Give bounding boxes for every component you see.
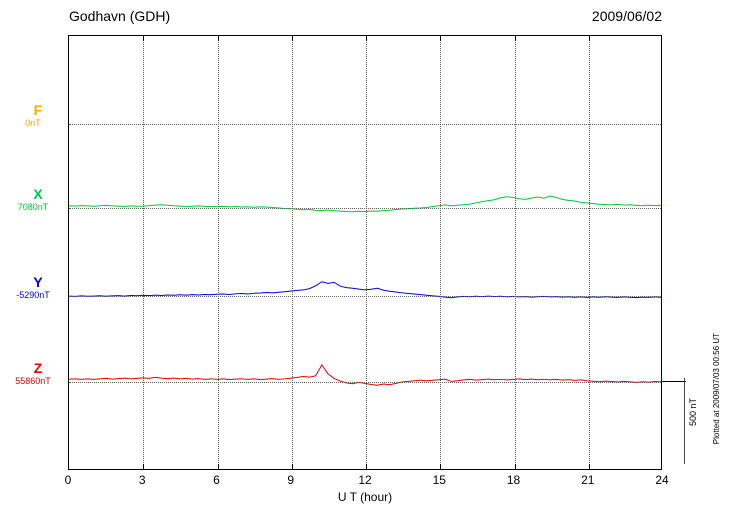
date-label: 2009/06/02 xyxy=(591,8,662,24)
x-tick-label-21: 21 xyxy=(581,473,595,487)
baseline-X xyxy=(69,208,661,209)
bottom-tick-hour-21 xyxy=(588,464,590,469)
gridline-hour-12 xyxy=(366,36,367,469)
x-tick-label-0: 0 xyxy=(64,473,72,487)
baseline-Z xyxy=(69,382,661,383)
station-title: Godhavn (GDH) xyxy=(69,8,171,24)
channel-label-F: F xyxy=(33,102,43,118)
channel-label-Y: Y xyxy=(33,274,43,290)
gridline-hour-9 xyxy=(291,36,293,469)
scale-bar-connector-line xyxy=(662,381,686,382)
top-tick-hour-9 xyxy=(291,36,293,41)
top-tick-hour-18 xyxy=(514,36,516,41)
x-tick-label-12: 12 xyxy=(358,473,372,487)
gridline-hour-3 xyxy=(143,36,145,469)
bottom-tick-hour-9 xyxy=(291,464,293,469)
top-tick-hour-6 xyxy=(217,36,219,41)
baseline-F xyxy=(69,124,661,125)
trace-X xyxy=(69,195,661,213)
top-tick-hour-3 xyxy=(143,36,145,41)
channel-baseline-value-F: 0nT xyxy=(25,118,41,128)
channel-baseline-value-Y: -5290nT xyxy=(16,290,50,300)
gridline-hour-21 xyxy=(588,36,590,469)
bottom-tick-hour-18 xyxy=(514,464,516,469)
channel-label-X: X xyxy=(33,186,43,202)
top-tick-hour-21 xyxy=(588,36,590,41)
scale-bar xyxy=(684,378,685,464)
x-tick-label-15: 15 xyxy=(432,473,446,487)
channel-baseline-value-Z: 55860nT xyxy=(15,376,51,386)
x-tick-label-18: 18 xyxy=(506,473,521,487)
scale-bar-label: 500 nT xyxy=(688,398,698,427)
top-tick-hour-12 xyxy=(366,36,367,41)
plotted-at-note: Plotted at 2009/07/03 00:56 UT xyxy=(712,333,721,445)
bottom-tick-hour-3 xyxy=(143,464,145,469)
channel-label-Z: Z xyxy=(33,360,43,376)
x-tick-label-6: 6 xyxy=(213,473,220,487)
trace-lines xyxy=(69,195,661,386)
gridline-hour-18 xyxy=(514,36,516,469)
bottom-tick-hour-6 xyxy=(217,464,219,469)
baseline-Y xyxy=(69,296,661,297)
gridline-hour-15 xyxy=(440,36,442,469)
x-tick-label-24: 24 xyxy=(655,473,669,487)
plot-area xyxy=(68,35,662,470)
x-tick-label-9: 9 xyxy=(287,473,295,487)
x-axis-title: U T (hour) xyxy=(337,490,393,504)
top-tick-hour-15 xyxy=(440,36,442,41)
channel-baseline-value-X: 7080nT xyxy=(17,202,49,212)
bottom-tick-hour-12 xyxy=(366,464,367,469)
gridline-hour-6 xyxy=(217,36,219,469)
trace-Z xyxy=(69,363,661,386)
x-tick-label-3: 3 xyxy=(138,473,146,487)
trace-Y xyxy=(69,281,661,299)
bottom-tick-hour-15 xyxy=(440,464,442,469)
